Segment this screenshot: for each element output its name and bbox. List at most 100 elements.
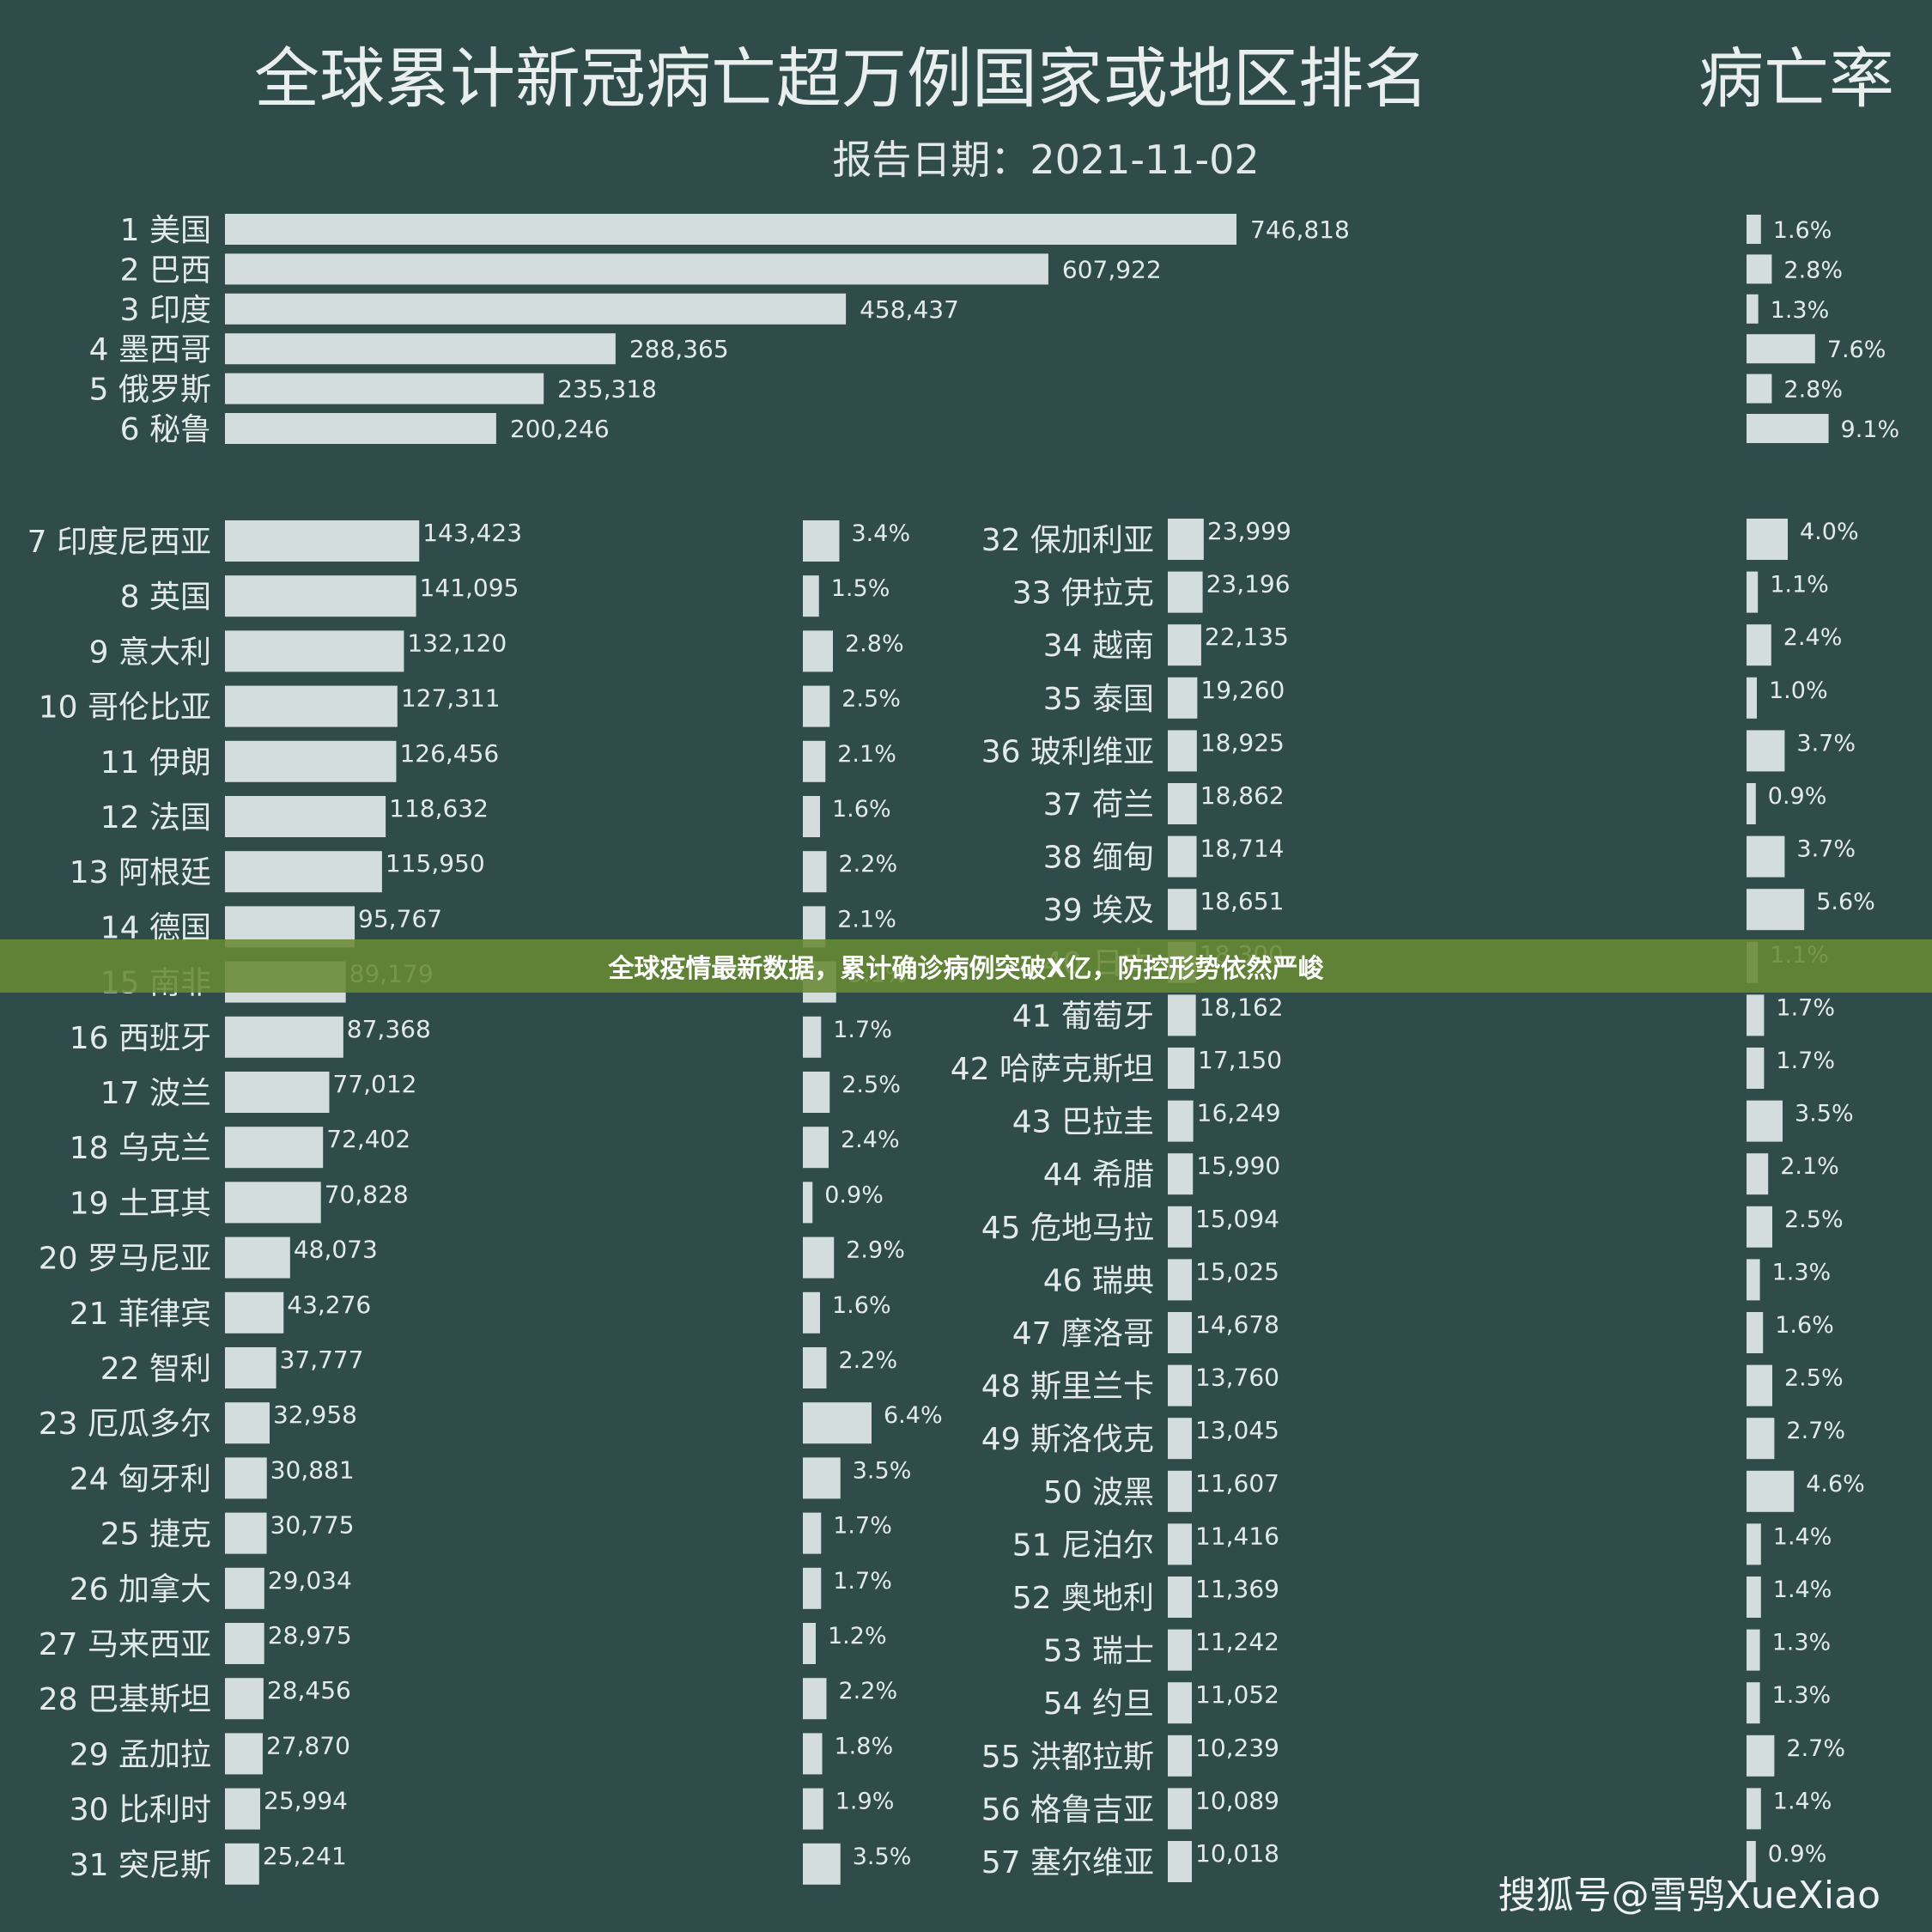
deaths-value-label: 607,922 [1062,255,1162,283]
deaths-value-label: 14,678 [1195,1310,1279,1339]
deaths-value-label: 11,369 [1195,1575,1279,1603]
country-label: 5 俄罗斯 [89,373,211,408]
deaths-bar [225,1072,330,1113]
rate-value-label: 1.6% [1775,1312,1834,1339]
rate-value-label: 1.7% [833,1513,892,1540]
deaths-value-label: 25,994 [264,1787,348,1815]
deaths-value-label: 43,276 [287,1291,371,1319]
rate-value-label: 2.5% [1784,1365,1844,1392]
country-label: 12 法国 [100,800,211,835]
rate-value-label: 2.8% [1783,377,1843,404]
rate-bar [1747,677,1757,719]
rate-value-label: 1.2% [828,1623,887,1649]
country-label: 39 埃及 [1043,893,1154,928]
rate-bar [803,1236,835,1279]
rate-value-label: 1.8% [835,1733,894,1759]
rate-value-label: 1.4% [1773,1577,1832,1603]
rate-bar [803,1347,827,1388]
deaths-value-label: 18,162 [1200,993,1284,1021]
country-label: 18 乌克兰 [70,1131,211,1166]
rate-value-label: 1.3% [1772,1682,1832,1709]
rate-bar [1747,571,1759,613]
deaths-value-label: 72,402 [326,1125,410,1153]
deaths-bar [1168,1788,1192,1830]
country-label: 36 玻利维亚 [981,734,1154,769]
country-label: 1 美国 [120,213,211,248]
rate-value-label: 2.2% [839,1347,898,1374]
deaths-value-label: 23,196 [1206,570,1291,598]
rate-value-label: 1.6% [832,796,891,823]
deaths-value-label: 288,365 [629,335,729,363]
rate-bar [803,1291,820,1334]
deaths-bar [1168,1629,1192,1671]
deaths-bar [1168,1206,1192,1248]
country-label: 30 比利时 [70,1793,211,1828]
country-label: 27 马来西亚 [39,1627,211,1662]
deaths-bar [225,333,616,365]
deaths-bar [225,1733,263,1775]
deaths-bar [1168,1418,1192,1460]
deaths-bar [1168,730,1197,772]
rate-bar [1747,374,1772,404]
country-label: 9 意大利 [89,635,211,670]
rate-bar [1747,889,1805,931]
deaths-bar [225,1788,261,1830]
country-label: 11 伊朗 [100,745,211,781]
rate-value-label: 2.4% [1783,624,1843,651]
rate-value-label: 1.6% [832,1292,891,1319]
rate-value-label: 2.4% [841,1127,900,1153]
rate-value-label: 2.8% [1783,257,1843,283]
rate-bar [803,685,830,727]
rate-bar [803,1072,830,1113]
rate-value-label: 1.9% [835,1789,895,1815]
deaths-bar [225,214,1236,245]
deaths-bar [1168,783,1197,824]
deaths-bar [1168,1841,1192,1882]
country-label: 47 摩洛哥 [1012,1316,1154,1352]
rate-bar [1747,1841,1756,1882]
deaths-value-label: 70,828 [325,1180,409,1208]
deaths-bar [225,293,847,325]
deaths-value-label: 458,437 [860,295,959,324]
deaths-bar [1168,1470,1192,1512]
rate-bar [1747,994,1765,1036]
deaths-value-label: 29,034 [268,1566,352,1595]
deaths-value-label: 127,311 [401,684,501,713]
deaths-bar [225,1623,264,1664]
deaths-value-label: 28,975 [268,1621,352,1649]
country-label: 10 哥伦比亚 [39,690,211,726]
rate-value-label: 1.3% [1772,1630,1832,1656]
country-label: 55 洪都拉斯 [981,1740,1154,1775]
rate-value-label: 0.9% [1768,783,1827,810]
rate-bar [803,1623,816,1664]
deaths-bar [225,575,416,617]
rate-value-label: 2.2% [839,851,898,878]
deaths-bar [225,630,404,672]
rate-bar [803,1016,822,1058]
deaths-value-label: 23,999 [1207,517,1291,545]
deaths-bar [225,1291,284,1334]
rate-value-label: 2.1% [837,741,896,768]
deaths-bar [225,253,1048,285]
rate-value-label: 1.7% [833,1568,892,1595]
rate-bar [1747,254,1772,284]
country-label: 46 瑞典 [1043,1263,1154,1298]
deaths-bar [1168,571,1203,613]
country-label: 17 波兰 [100,1076,211,1111]
deaths-value-label: 87,368 [347,1015,431,1043]
rate-bar [1747,294,1759,324]
rate-bar [1747,1259,1760,1301]
country-label: 8 英国 [120,580,211,615]
country-label: 49 斯洛伐克 [981,1422,1154,1457]
deaths-value-label: 18,714 [1200,835,1285,863]
rate-value-label: 2.8% [845,630,904,657]
deaths-bar [1168,1735,1192,1777]
country-label: 23 厄瓜多尔 [39,1406,211,1442]
country-label: 34 越南 [1043,629,1154,664]
deaths-bar [1168,1577,1192,1618]
rate-bar [1747,1523,1761,1565]
deaths-value-label: 15,025 [1195,1257,1279,1285]
rate-bar [803,1512,822,1554]
rate-value-label: 2.5% [1784,1206,1844,1233]
rate-value-label: 1.1% [1770,572,1829,598]
